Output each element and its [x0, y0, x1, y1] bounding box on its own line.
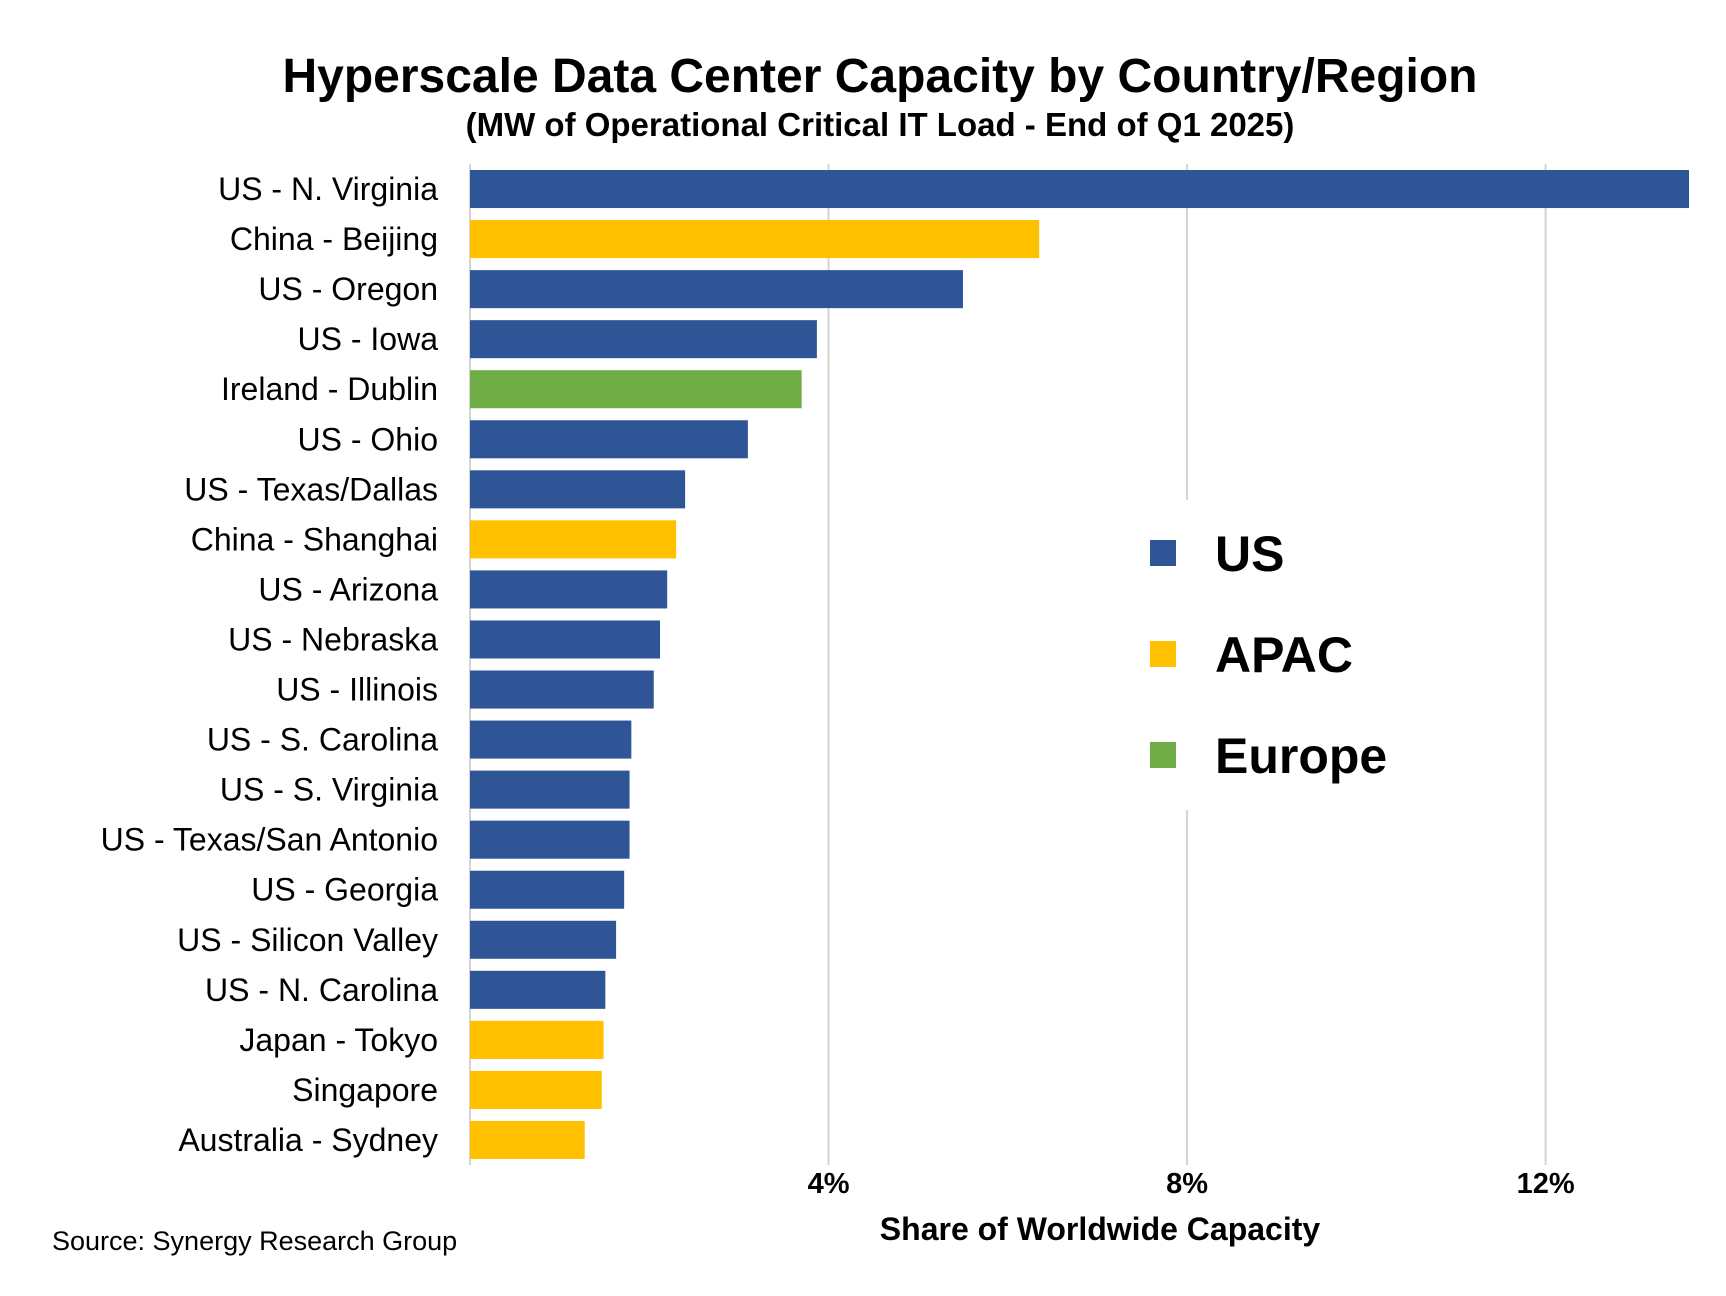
category-label: Japan - Tokyo	[239, 1022, 438, 1058]
legend-swatch	[1150, 742, 1176, 768]
bar	[470, 670, 654, 709]
category-label: US - S. Carolina	[207, 722, 438, 758]
category-labels: US - N. Virginia China - Beijing US - Oreg…	[101, 171, 439, 1158]
category-label: Singapore	[292, 1072, 438, 1108]
bar	[470, 470, 686, 509]
x-tick-label: 4%	[808, 1168, 850, 1200]
bar	[470, 520, 677, 559]
legend-label: APAC	[1215, 627, 1353, 683]
bar	[470, 270, 963, 309]
legend-swatch	[1150, 641, 1176, 667]
bars	[470, 170, 1689, 1159]
bar	[470, 220, 1040, 259]
bar	[470, 570, 668, 609]
bar	[470, 170, 1689, 209]
category-label: US - Texas/San Antonio	[101, 822, 438, 858]
category-label: US - Arizona	[258, 571, 438, 607]
category-label: US - Iowa	[298, 321, 439, 357]
category-label: China - Beijing	[230, 221, 438, 257]
category-label: China - Shanghai	[191, 521, 438, 557]
bar	[470, 1120, 585, 1159]
bar	[470, 1070, 602, 1109]
bar	[470, 820, 630, 859]
bar	[470, 870, 625, 909]
category-label: US - N. Carolina	[205, 972, 438, 1008]
bar	[470, 620, 661, 659]
legend-label: Europe	[1215, 728, 1387, 784]
bar	[470, 770, 630, 809]
category-label: US - S. Virginia	[220, 772, 438, 808]
x-axis-label: Share of Worldwide Capacity	[880, 1211, 1321, 1247]
x-tick-label: 8%	[1166, 1168, 1208, 1200]
category-label: US - Georgia	[251, 872, 438, 908]
bar	[470, 420, 748, 459]
category-label: US - Nebraska	[228, 621, 438, 657]
category-label: Ireland - Dublin	[221, 371, 438, 407]
category-label: US - Silicon Valley	[177, 922, 438, 958]
category-label: US - Texas/Dallas	[184, 471, 438, 507]
source-note: Source: Synergy Research Group	[52, 1226, 457, 1256]
category-label: US - Illinois	[276, 672, 438, 708]
category-label: US - N. Virginia	[218, 171, 438, 207]
legend: US APAC Europe	[1150, 526, 1387, 784]
category-label: Australia - Sydney	[178, 1122, 438, 1158]
bar	[470, 370, 802, 409]
bar	[470, 970, 606, 1009]
category-label: US - Ohio	[298, 421, 438, 457]
chart-subtitle: (MW of Operational Critical IT Load - En…	[466, 106, 1295, 143]
bar	[470, 320, 817, 359]
x-tick-labels: 4% 8% 12%	[808, 1168, 1575, 1200]
bar	[470, 1020, 604, 1059]
legend-label: US	[1215, 526, 1284, 582]
x-tick-label: 12%	[1517, 1168, 1575, 1200]
chart-title: Hyperscale Data Center Capacity by Count…	[282, 50, 1477, 103]
legend-swatch	[1150, 540, 1176, 566]
bar	[470, 920, 617, 959]
bar	[470, 720, 632, 759]
category-label: US - Oregon	[258, 271, 438, 307]
